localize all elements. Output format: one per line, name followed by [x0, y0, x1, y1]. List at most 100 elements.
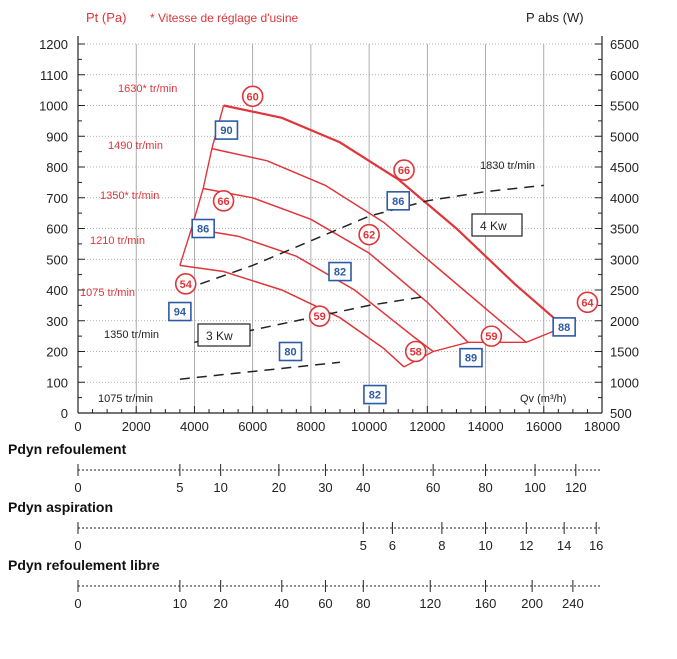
y-left-tick-label: 100	[46, 375, 68, 390]
axes: 0 2000 4000 6000 8000 10000 12000 14000 16000 180…	[39, 36, 639, 434]
box-4kw: 4 Kw	[480, 219, 507, 233]
scale-title: Pdyn refoulement libre	[8, 557, 160, 573]
y-right-tick-label: 3500	[610, 222, 639, 237]
scale-tick-label: 14	[557, 538, 571, 553]
pressure-curve	[191, 227, 434, 353]
y-left-tick-label: 300	[46, 314, 68, 329]
y-right-tick-label: 500	[610, 406, 632, 421]
noise-marker-blue	[168, 301, 192, 322]
scale-tick-label: 6	[389, 538, 396, 553]
curves	[179, 104, 565, 368]
label-1630: 1630* tr/min	[118, 83, 177, 95]
scale-tick-label: 12	[519, 538, 533, 553]
x-axis-title: Qv (m³/h)	[520, 393, 566, 405]
scale-tick-label: 20	[272, 480, 286, 495]
y-right-tick-label: 3000	[610, 252, 639, 267]
scale-tick-label: 60	[318, 596, 332, 611]
noise-label-blue: 80	[284, 347, 296, 359]
noise-marker-red	[404, 340, 427, 363]
power-curve	[200, 184, 544, 285]
noise-label-red: 64	[581, 297, 594, 309]
noise-label-red: 66	[217, 196, 229, 208]
scale-tick-label: 10	[478, 538, 492, 553]
label-1075: 1075 tr/min	[80, 287, 135, 299]
noise-label-blue: 90	[220, 125, 232, 137]
x-tick-label: 10000	[351, 419, 387, 434]
y-right-tick-label: 4500	[610, 160, 639, 175]
noise-marker-blue	[278, 341, 303, 362]
y-right-tick-label: 2500	[610, 283, 639, 298]
y-right-tick-label: 5000	[610, 129, 639, 144]
label-1210: 1210 tr/min	[90, 235, 145, 247]
scale-tick-label: 10	[173, 596, 187, 611]
y-right-tick-label: 1000	[610, 375, 639, 390]
scale-tick-label: 60	[426, 480, 440, 495]
noise-label-red: 66	[398, 165, 410, 177]
noise-marker-red	[576, 291, 599, 314]
x-tick-label: 8000	[296, 419, 325, 434]
label-1490: 1490 tr/min	[108, 140, 163, 152]
y-right-tick-label: 6000	[610, 68, 639, 83]
scale-tick-label: 40	[275, 596, 289, 611]
y-left-tick-label: 1000	[39, 99, 68, 114]
y-left-tick-label: 600	[46, 222, 68, 237]
noise-label-blue: 89	[465, 353, 477, 365]
label-1350: 1350* tr/min	[100, 190, 159, 202]
noise-marker-blue	[552, 317, 576, 337]
power-label-1350: 1350 tr/min	[104, 329, 159, 341]
noise-marker-red	[241, 85, 264, 108]
pressure-curve	[211, 147, 527, 343]
noise-marker-blue	[328, 261, 352, 282]
scale-tick-label: 120	[565, 480, 587, 495]
noise-marker-red	[212, 190, 235, 212]
scale-tick-label: 20	[213, 596, 227, 611]
noise-label-blue: 82	[334, 267, 346, 279]
y-left-tick-label: 500	[46, 252, 68, 267]
scale-tick-label: 5	[176, 480, 183, 495]
right-axis-title: P abs (W)	[526, 10, 584, 25]
noise-marker-blue	[386, 191, 411, 211]
pressure-curve	[203, 187, 469, 343]
y-left-tick-label: 1100	[40, 68, 68, 83]
x-tick-label: 6000	[238, 419, 267, 434]
scale-tick-label: 0	[74, 480, 81, 495]
noise-label-red: 60	[247, 91, 259, 103]
noise-label-red: 62	[363, 230, 375, 242]
left-axis-title: Pt (Pa)	[86, 10, 126, 25]
scale-tick-label: 5	[360, 538, 367, 553]
scale-tick-label: 16	[589, 538, 603, 553]
y-right-tick-label: 6500	[610, 37, 639, 52]
noise-label-red: 58	[410, 347, 422, 359]
noise-label-red: 59	[485, 331, 497, 343]
power-label-1075: 1075 tr/min	[98, 393, 153, 405]
noise-marker-red	[358, 223, 380, 246]
box-3kw: 3 Kw	[206, 329, 233, 343]
y-left-tick-label: 1200	[39, 37, 68, 52]
y-right-tick-label: 1500	[610, 345, 639, 360]
noise-marker-red	[308, 305, 331, 327]
noise-label-blue: 94	[174, 307, 187, 319]
x-tick-label: 0	[74, 419, 81, 434]
x-tick-label: 16000	[526, 419, 562, 434]
y-right-tick-label: 2000	[610, 314, 639, 329]
scale-tick-label: 100	[524, 480, 546, 495]
x-tick-label: 18000	[584, 419, 620, 434]
scale-tick-label: 160	[475, 596, 497, 611]
box-3kw-frame	[197, 323, 251, 347]
y-left-tick-label: 700	[46, 191, 68, 206]
noise-label-blue: 88	[558, 322, 570, 334]
noise-marker-blue	[363, 384, 387, 405]
y-left-tick-label: 200	[46, 345, 68, 360]
subtitle: * Vitesse de réglage d'usine	[150, 11, 298, 25]
noise-label-blue: 82	[369, 390, 381, 402]
noise-marker-red	[174, 273, 197, 295]
pressure-curve	[179, 264, 405, 368]
noise-label-red: 54	[180, 279, 193, 291]
scale-tick-label: 0	[74, 538, 81, 553]
scale-tick-label: 10	[213, 480, 227, 495]
scale-tick-label: 30	[318, 480, 332, 495]
grid	[78, 43, 603, 413]
scale-title: Pdyn aspiration	[8, 499, 113, 515]
